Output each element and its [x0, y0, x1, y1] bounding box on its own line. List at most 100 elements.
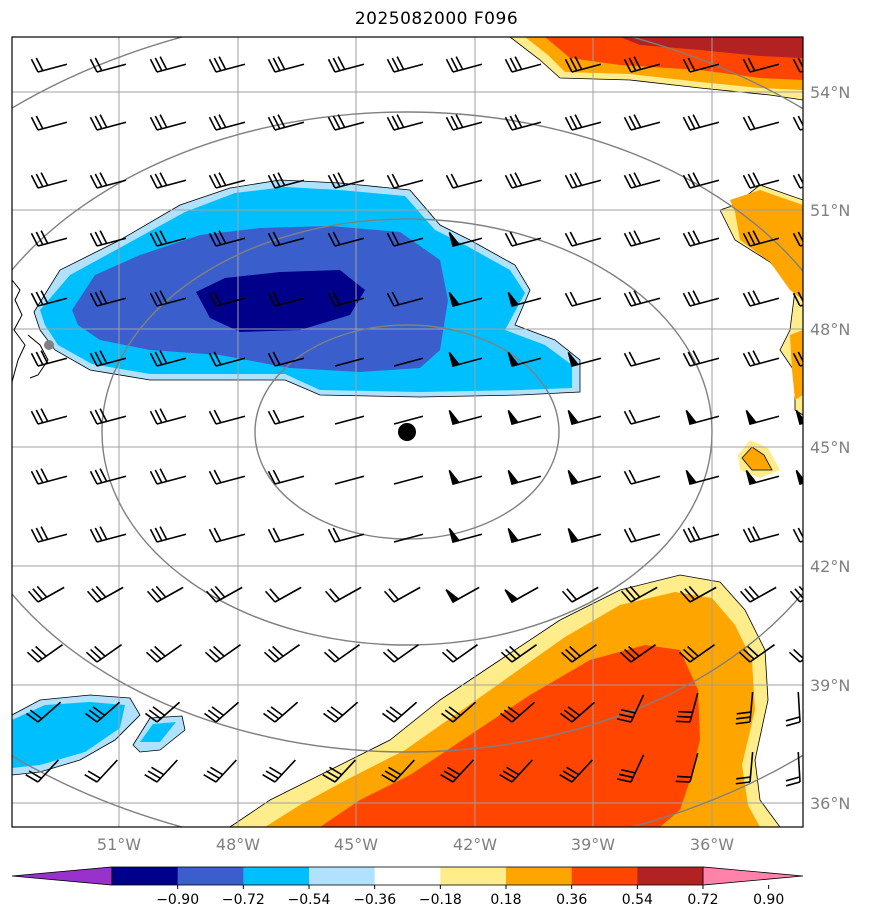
lat-label: 42°N [810, 557, 850, 576]
wind-barb [382, 701, 418, 723]
storm-center-marker [398, 423, 416, 441]
wind-barb [30, 408, 68, 425]
wind-barb [383, 586, 421, 603]
wind-barb [564, 172, 602, 189]
colorbar-bin [374, 867, 441, 885]
wind-barb [616, 754, 645, 783]
wind-barb [682, 290, 720, 307]
wind-barb [89, 408, 127, 425]
coastline [12, 279, 49, 383]
wind-barb [205, 585, 243, 603]
wind-barb [500, 644, 537, 663]
wind-barb [448, 231, 483, 247]
wind-barb [685, 409, 720, 425]
wind-barb [448, 351, 483, 367]
wind-barb [393, 415, 424, 425]
wind-barb [440, 759, 474, 783]
wind-barb [682, 350, 720, 367]
wind-barbs [25, 56, 803, 787]
wind-barb [507, 351, 542, 367]
wind-barb [149, 56, 187, 73]
lat-label: 51°N [810, 201, 850, 220]
wind-barb [386, 56, 424, 73]
wind-barb [30, 290, 68, 307]
wind-barb [334, 357, 365, 367]
colorbar-bin [177, 867, 244, 885]
wind-barb [267, 291, 305, 307]
wind-barb [144, 759, 178, 783]
wind-barb [89, 526, 127, 543]
wind-barb [30, 350, 68, 367]
wind-barb [623, 56, 661, 73]
wind-barb [267, 172, 305, 189]
wind-barb [742, 172, 780, 189]
colorbar-bin [506, 867, 573, 885]
wind-barb [30, 57, 68, 73]
wind-barb [263, 644, 300, 663]
wind-barb [26, 644, 63, 663]
wind-barb [149, 114, 187, 131]
wind-barb [149, 172, 187, 189]
wind-barb [149, 526, 187, 543]
wind-barb [623, 527, 661, 543]
wind-barb [792, 173, 803, 189]
wind-barb [334, 475, 365, 485]
colorbar-label: −0.18 [419, 892, 462, 908]
wind-barb [208, 351, 246, 367]
wind-barb [149, 350, 187, 367]
map-frame [11, 36, 804, 828]
lat-label: 36°N [810, 794, 850, 813]
colorbar-label: −0.36 [353, 892, 396, 908]
wind-barb [738, 644, 775, 663]
wind-barb [685, 469, 720, 485]
wind-barb [623, 114, 661, 131]
wind-barb [146, 585, 184, 603]
wind-barb [567, 527, 602, 543]
wind-barb [89, 290, 127, 307]
wind-barb [785, 692, 801, 727]
wind-barb [89, 114, 127, 131]
wind-barb [560, 701, 596, 723]
wind-barb [267, 409, 305, 425]
wind-barb [27, 585, 65, 603]
wind-barb [682, 230, 720, 247]
wind-barb [745, 409, 780, 425]
colorbar: −0.90 −0.72 −0.54 −0.36 −0.18 0.18 0.36 0.54 0.7… [11, 866, 804, 908]
wind-barb [324, 586, 362, 603]
wind-barb [386, 173, 424, 189]
wind-barb [25, 759, 59, 783]
wind-barb [785, 752, 801, 787]
wind-barb [507, 291, 542, 307]
wind-barb [623, 290, 661, 307]
colorbar-bin [571, 867, 638, 885]
wind-barb [682, 57, 720, 73]
wind-barb [742, 115, 780, 131]
colorbar-bin [112, 867, 179, 885]
wind-barb [386, 291, 424, 307]
wind-barb [30, 468, 68, 485]
wind-barb [393, 357, 424, 367]
wind-barb [504, 231, 542, 247]
wind-barb [792, 290, 803, 307]
lat-label: 48°N [810, 320, 850, 339]
wind-barb [742, 290, 780, 307]
wind-barb [682, 526, 720, 543]
wind-barb [393, 475, 424, 485]
wind-barb [682, 172, 720, 189]
wind-barb [742, 57, 780, 73]
wind-barb [792, 57, 803, 73]
wind-barb [448, 469, 483, 485]
wind-barb [745, 469, 780, 485]
wind-barb [441, 644, 478, 663]
colorbar-frame [111, 866, 704, 886]
wind-barb [792, 526, 803, 543]
wind-barb [792, 350, 803, 367]
colorbar-label: 0.72 [687, 892, 718, 908]
wind-barb [145, 644, 182, 663]
wind-barb [504, 172, 542, 189]
wind-barb [84, 759, 118, 783]
longitude-labels: 51°W 48°W 45°W 42°W 39°W 36°W [97, 835, 734, 854]
wind-barb [322, 759, 356, 783]
colorbar-label: −0.72 [222, 892, 265, 908]
wind-barb [263, 701, 299, 723]
